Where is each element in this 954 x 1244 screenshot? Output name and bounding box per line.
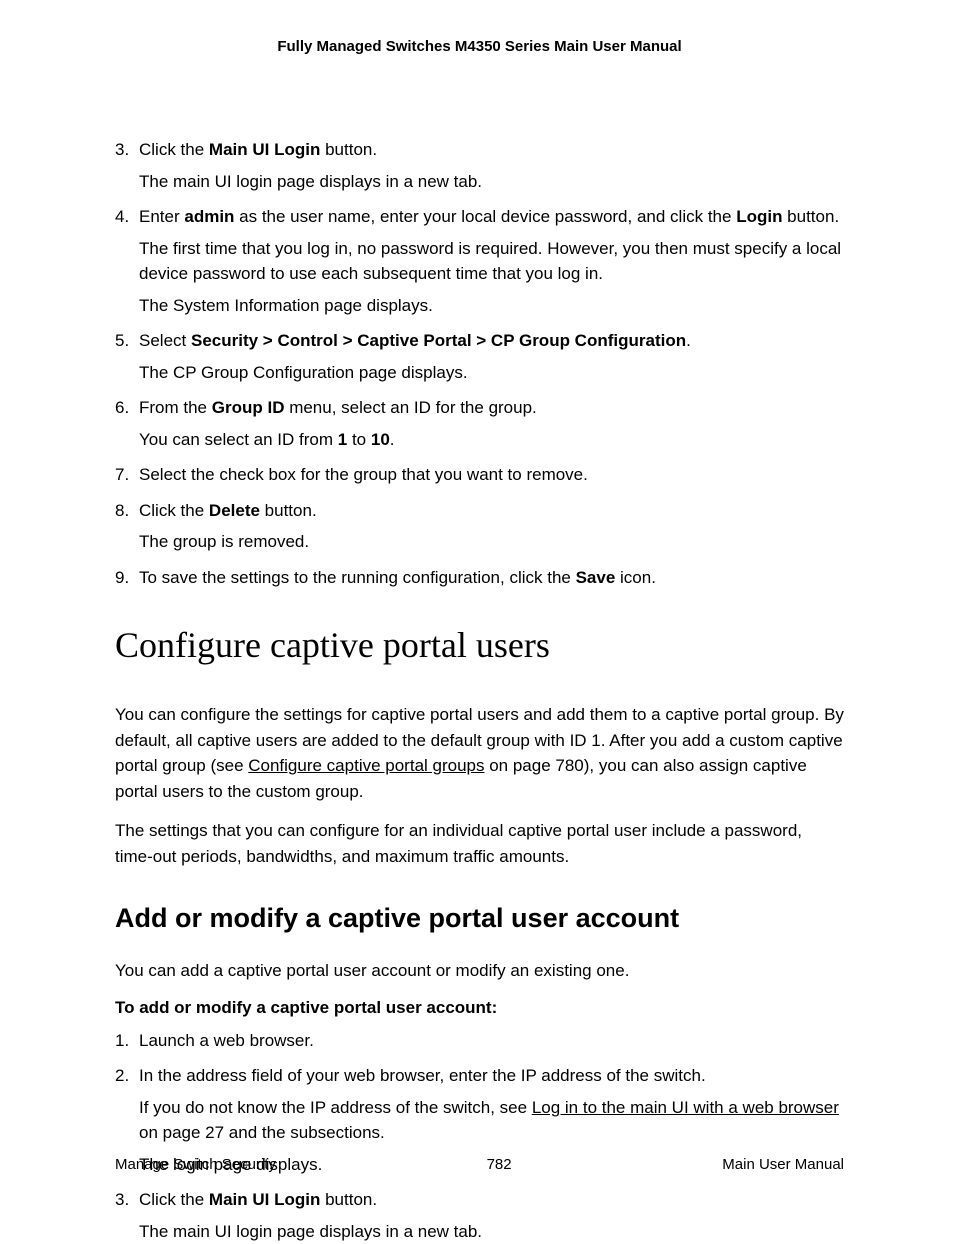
step-follow: The first time that you log in, no passw… bbox=[139, 236, 844, 287]
step-item: 8. Click the Delete button. The group is r… bbox=[115, 498, 844, 555]
step-follow: The group is removed. bbox=[139, 529, 844, 555]
step-item: 6. From the Group ID menu, select an ID f… bbox=[115, 395, 844, 452]
step-text: Click the Main UI Login button. bbox=[139, 1187, 844, 1213]
subsection-intro: You can add a captive portal user accoun… bbox=[115, 958, 844, 984]
step-follow: You can select an ID from 1 to 10. bbox=[139, 427, 844, 453]
step-number: 1. bbox=[115, 1028, 129, 1054]
step-number: 9. bbox=[115, 565, 129, 591]
step-item: 1. Launch a web browser. bbox=[115, 1028, 844, 1054]
step-text: Select the check box for the group that … bbox=[139, 462, 844, 488]
step-number: 7. bbox=[115, 462, 129, 488]
intro-paragraph-1: You can configure the settings for capti… bbox=[115, 702, 844, 804]
step-follow: The main UI login page displays in a new… bbox=[139, 1219, 844, 1244]
step-text: To save the settings to the running conf… bbox=[139, 565, 844, 591]
page-footer: Manage Switch Security 782 Main User Man… bbox=[115, 1156, 844, 1173]
step-number: 4. bbox=[115, 204, 129, 230]
instruction-heading: To add or modify a captive portal user a… bbox=[115, 998, 844, 1018]
section-title: Configure captive portal users bbox=[115, 624, 844, 666]
step-number: 8. bbox=[115, 498, 129, 524]
step-item: 5. Select Security > Control > Captive Po… bbox=[115, 328, 844, 385]
step-number: 2. bbox=[115, 1063, 129, 1089]
step-list-1: 3. Click the Main UI Login button. The mai… bbox=[115, 137, 844, 590]
footer-page-number: 782 bbox=[487, 1156, 512, 1173]
link-text[interactable]: Log in to the main UI with a web browser bbox=[532, 1098, 839, 1117]
footer-left: Manage Switch Security bbox=[115, 1156, 276, 1173]
page-header: Fully Managed Switches M4350 Series Main… bbox=[115, 38, 844, 55]
step-follow: If you do not know the IP address of the… bbox=[139, 1095, 844, 1146]
step-item: 9. To save the settings to the running co… bbox=[115, 565, 844, 591]
step-text: Click the Main UI Login button. bbox=[139, 137, 844, 163]
step-follow: The main UI login page displays in a new… bbox=[139, 169, 844, 195]
step-number: 6. bbox=[115, 395, 129, 421]
step-text: Launch a web browser. bbox=[139, 1028, 844, 1054]
step-item: 4. Enter admin as the user name, enter yo… bbox=[115, 204, 844, 318]
step-text: Enter admin as the user name, enter your… bbox=[139, 204, 844, 230]
step-follow: The System Information page displays. bbox=[139, 293, 844, 319]
step-text: In the address field of your web browser… bbox=[139, 1063, 844, 1089]
step-number: 3. bbox=[115, 137, 129, 163]
subsection-title: Add or modify a captive portal user acco… bbox=[115, 903, 844, 934]
step-text: Select Security > Control > Captive Port… bbox=[139, 328, 844, 354]
step-number: 3. bbox=[115, 1187, 129, 1213]
step-text: Click the Delete button. bbox=[139, 498, 844, 524]
intro-paragraph-2: The settings that you can configure for … bbox=[115, 818, 844, 869]
step-number: 5. bbox=[115, 328, 129, 354]
link-configure-groups[interactable]: Configure captive portal groups bbox=[248, 756, 484, 775]
step-item: 3. Click the Main UI Login button. The mai… bbox=[115, 1187, 844, 1244]
step-item: 3. Click the Main UI Login button. The mai… bbox=[115, 137, 844, 194]
step-text: From the Group ID menu, select an ID for… bbox=[139, 395, 844, 421]
step-list-2: 1. Launch a web browser. 2. In the address … bbox=[115, 1028, 844, 1244]
step-item: 7. Select the check box for the group tha… bbox=[115, 462, 844, 488]
footer-right: Main User Manual bbox=[722, 1156, 844, 1173]
step-follow: The CP Group Configuration page displays… bbox=[139, 360, 844, 386]
